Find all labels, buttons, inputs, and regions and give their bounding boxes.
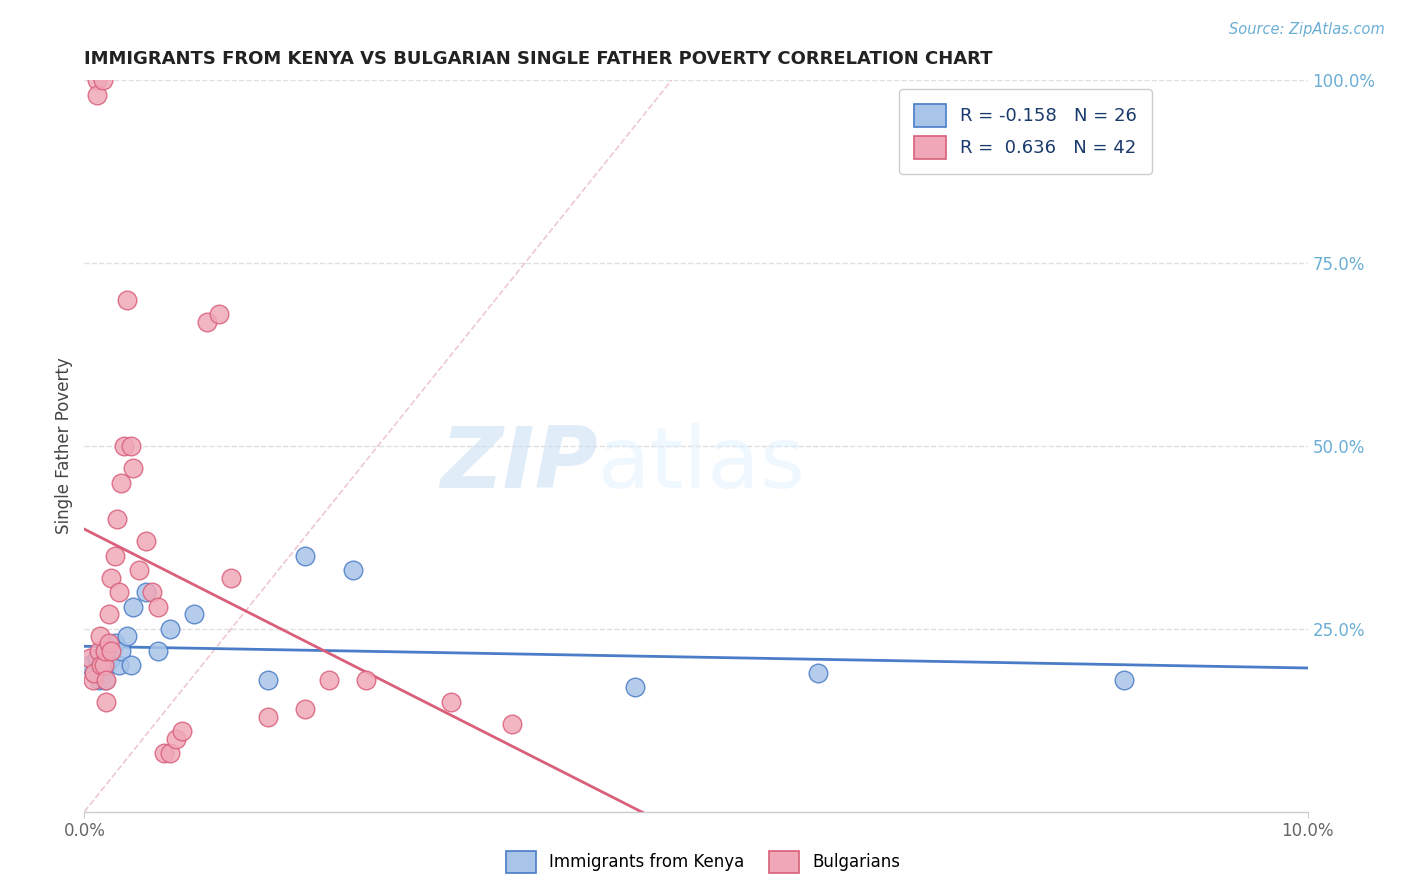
Text: IMMIGRANTS FROM KENYA VS BULGARIAN SINGLE FATHER POVERTY CORRELATION CHART: IMMIGRANTS FROM KENYA VS BULGARIAN SINGL… xyxy=(84,50,993,68)
Point xyxy=(135,534,157,549)
Point xyxy=(96,658,118,673)
Point xyxy=(112,439,135,453)
Point xyxy=(183,607,205,622)
Point xyxy=(96,695,118,709)
Point xyxy=(107,585,129,599)
Point xyxy=(135,585,157,599)
Point xyxy=(115,629,138,643)
Point xyxy=(165,731,187,746)
Point xyxy=(318,673,340,687)
Point xyxy=(120,439,142,453)
Point xyxy=(1114,673,1136,687)
Point xyxy=(219,571,242,585)
Point xyxy=(807,665,830,680)
Point xyxy=(100,644,122,658)
Point xyxy=(87,673,110,687)
Point xyxy=(110,475,132,490)
Point xyxy=(100,571,122,585)
Text: Source: ZipAtlas.com: Source: ZipAtlas.com xyxy=(1229,22,1385,37)
Point xyxy=(502,717,524,731)
Text: atlas: atlas xyxy=(598,423,806,506)
Point xyxy=(107,658,129,673)
Point xyxy=(141,585,163,599)
Point xyxy=(93,658,115,673)
Point xyxy=(87,644,110,658)
Point xyxy=(79,651,101,665)
Point xyxy=(104,549,127,563)
Point xyxy=(96,673,118,687)
Point xyxy=(91,665,114,680)
Point xyxy=(294,549,316,563)
Point xyxy=(128,563,150,577)
Point xyxy=(83,665,105,680)
Text: ZIP: ZIP xyxy=(440,423,598,506)
Point xyxy=(82,673,104,687)
Point xyxy=(90,658,112,673)
Point xyxy=(86,87,108,102)
Point xyxy=(79,658,101,673)
Point xyxy=(257,673,280,687)
Y-axis label: Single Father Poverty: Single Father Poverty xyxy=(55,358,73,534)
Point xyxy=(104,636,127,650)
Point xyxy=(354,673,377,687)
Point xyxy=(257,709,280,723)
Point xyxy=(122,599,145,614)
Legend: R = -0.158   N = 26, R =  0.636   N = 42: R = -0.158 N = 26, R = 0.636 N = 42 xyxy=(898,89,1152,174)
Point xyxy=(172,724,194,739)
Point xyxy=(146,644,169,658)
Point xyxy=(208,307,231,321)
Point xyxy=(86,73,108,87)
Legend: Immigrants from Kenya, Bulgarians: Immigrants from Kenya, Bulgarians xyxy=(499,845,907,880)
Point xyxy=(97,644,120,658)
Point xyxy=(153,746,176,760)
Point xyxy=(115,293,138,307)
Point xyxy=(89,629,111,643)
Point xyxy=(94,644,117,658)
Point xyxy=(440,695,463,709)
Point xyxy=(120,658,142,673)
Point xyxy=(97,636,120,650)
Point xyxy=(195,315,218,329)
Point xyxy=(146,599,169,614)
Point xyxy=(105,512,128,526)
Point xyxy=(100,651,122,665)
Point xyxy=(94,673,117,687)
Point xyxy=(294,702,316,716)
Point xyxy=(342,563,364,577)
Point xyxy=(91,73,114,87)
Point xyxy=(89,658,111,673)
Point xyxy=(159,622,181,636)
Point xyxy=(83,665,105,680)
Point xyxy=(624,681,647,695)
Point xyxy=(122,461,145,475)
Point xyxy=(110,644,132,658)
Point xyxy=(86,651,108,665)
Point xyxy=(159,746,181,760)
Point xyxy=(97,607,120,622)
